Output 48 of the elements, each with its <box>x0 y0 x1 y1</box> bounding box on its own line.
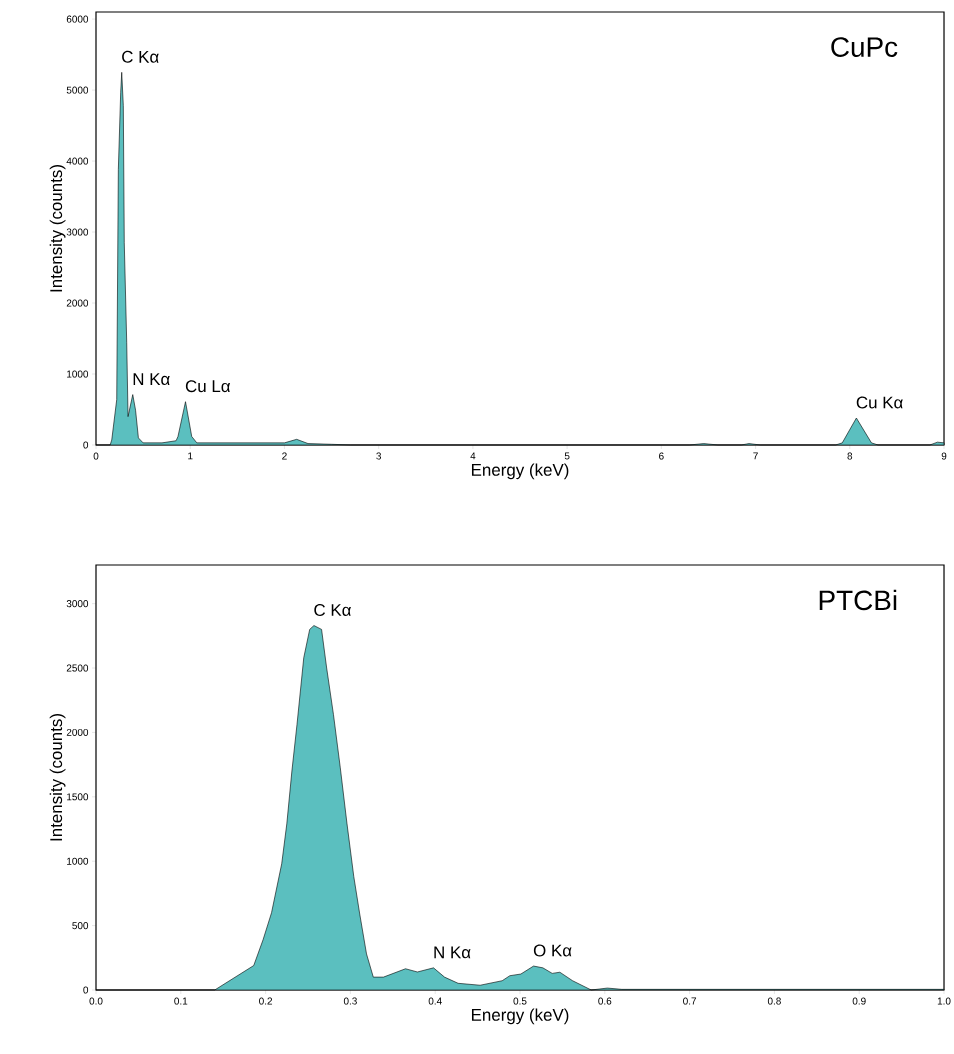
x-axis-title: Energy (keV) <box>471 1008 569 1025</box>
y-tick-label: 4000 <box>66 157 89 165</box>
y-tick-label: 500 <box>72 922 89 930</box>
x-tick-label: 1 <box>188 452 193 460</box>
x-tick-label: 0.1 <box>174 997 188 1005</box>
y-tick-label: 1500 <box>67 793 89 801</box>
x-tick-label: 1.0 <box>937 997 951 1005</box>
y-tick-label: 3000 <box>66 228 89 236</box>
y-tick-label: 0 <box>83 441 89 449</box>
annotation: Cu Lα <box>185 380 231 393</box>
x-tick-label: 0.3 <box>343 997 357 1005</box>
x-tick-label: 5 <box>564 452 570 460</box>
x-tick-label: 0 <box>93 452 99 460</box>
x-tick-label: 7 <box>753 452 758 460</box>
y-tick-label: 0 <box>83 986 89 994</box>
annotation: O Kα <box>533 944 572 957</box>
x-tick-label: 6 <box>659 452 664 460</box>
y-tick-label: 2000 <box>66 728 89 736</box>
x-tick-label: 0.6 <box>598 997 612 1005</box>
x-tick-label: 9 <box>941 452 947 460</box>
x-tick-label: 0.9 <box>852 997 866 1005</box>
annotation: N Kα <box>133 373 170 386</box>
annotation: N Kα <box>434 946 471 959</box>
y-tick-label: 1000 <box>67 370 89 378</box>
annotation: C Kα <box>314 604 351 617</box>
y-tick-label: 2000 <box>66 299 89 307</box>
y-tick-label: 3000 <box>66 600 89 608</box>
x-axis-title: Energy (keV) <box>471 463 569 480</box>
x-tick-label: 0.8 <box>767 997 781 1005</box>
x-tick-label: 8 <box>847 452 853 460</box>
y-axis-title: Intensity (counts) <box>49 165 66 292</box>
y-tick-label: 6000 <box>66 15 89 23</box>
x-tick-label: 2 <box>282 452 287 460</box>
x-tick-label: 0.5 <box>513 997 527 1005</box>
y-axis-title: Intensity (counts) <box>49 714 66 841</box>
x-tick-label: 3 <box>376 452 382 460</box>
x-tick-label: 0.4 <box>428 997 442 1005</box>
y-tick-label: 2500 <box>66 664 89 672</box>
y-tick-label: 1000 <box>67 857 89 865</box>
x-tick-label: 0.7 <box>683 997 697 1005</box>
y-tick-label: 5000 <box>66 86 89 94</box>
text: PTCBi <box>819 589 897 611</box>
x-tick-label: 4 <box>470 452 476 460</box>
text: CuPc <box>831 37 898 57</box>
annotation: Cu Kα <box>856 396 903 409</box>
annotation: C Kα <box>122 50 159 63</box>
x-tick-label: 0.0 <box>89 997 103 1005</box>
x-tick-label: 0.2 <box>259 997 273 1005</box>
